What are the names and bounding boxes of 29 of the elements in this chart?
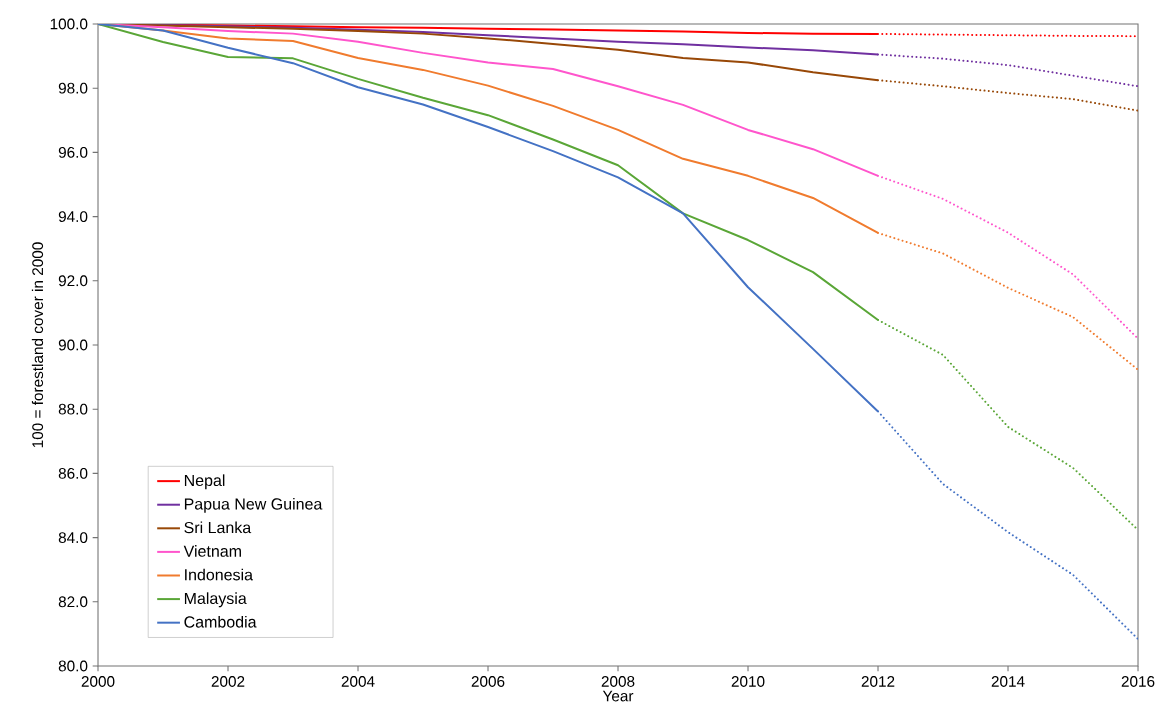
legend-label: Indonesia: [185, 568, 253, 581]
x-tick-label: 2014: [991, 676, 1025, 687]
x-tick-label: 2008: [601, 676, 635, 687]
legend-label: Cambodia: [184, 615, 257, 628]
legend-label: Nepal: [184, 474, 225, 490]
y-tick-label: 94.0: [58, 211, 88, 223]
x-tick-label: 2012: [861, 676, 895, 687]
y-tick-label: 96.0: [58, 146, 88, 158]
legend-label: Sri Lanka: [184, 521, 252, 534]
x-tick-label: 2004: [341, 676, 375, 687]
legend-label: Vietnam: [183, 545, 241, 557]
x-tick-label: 2016: [1121, 676, 1155, 687]
y-tick-label: 90.0: [58, 339, 88, 351]
y-tick-label: 100.0: [50, 18, 88, 30]
x-axis-title: Year: [602, 690, 634, 702]
y-tick-label: 98.0: [58, 82, 88, 94]
legend-label: Papua New Guinea: [184, 497, 323, 513]
y-tick-label: 82.0: [58, 596, 88, 608]
legend-label: Malaysia: [184, 592, 247, 608]
x-tick-label: 2006: [471, 676, 505, 687]
y-axis-title: 100 = forestland cover in 2000: [31, 242, 44, 448]
x-tick-label: 2002: [211, 676, 245, 687]
y-tick-label: 80.0: [58, 660, 88, 672]
y-tick-label: 88.0: [58, 403, 88, 415]
x-tick-label: 2010: [731, 676, 765, 687]
y-tick-label: 84.0: [58, 532, 88, 544]
x-tick-label: 2000: [81, 676, 115, 687]
y-tick-label: 86.0: [58, 467, 88, 479]
y-tick-label: 92.0: [58, 275, 88, 287]
